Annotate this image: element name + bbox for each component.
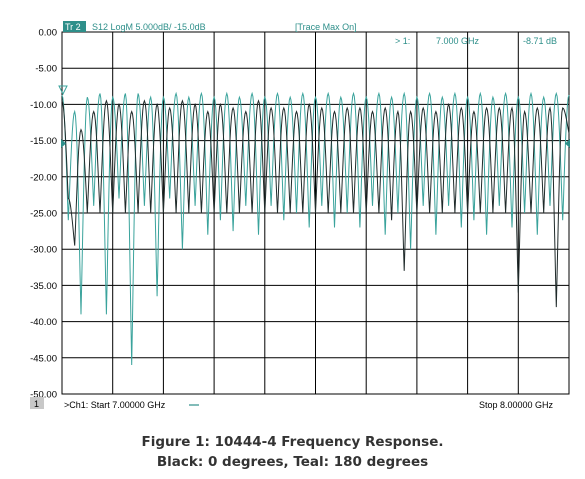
marker-1-triangle-icon[interactable] [58, 85, 68, 96]
y-tick-label: -45.00 [30, 353, 57, 364]
figure-caption-title: Figure 1: 10444-4 Frequency Response. [141, 434, 444, 450]
y-tick-label: -10.00 [30, 100, 57, 111]
trace-0-degrees-black [61, 99, 570, 308]
y-tick-label: -50.00 [30, 390, 57, 401]
channel-number-box [30, 397, 44, 409]
grid-lines [62, 32, 569, 394]
y-tick-label: -25.00 [30, 209, 57, 220]
reference-level-right-arrow-icon[interactable] [565, 139, 570, 148]
sweep-stop-label: Stop 8.00000 GHz [479, 400, 554, 410]
trace-max-indicator: [Trace Max On] [295, 22, 357, 32]
y-tick-label: 0.00 [39, 28, 58, 39]
sweep-start-label: >Ch1: Start 7.00000 GHz [64, 400, 166, 410]
channel-number[interactable]: 1 [34, 399, 39, 409]
y-axis-tick-labels: 0.00 -5.00 -10.00 -15.00 -20.00 -25.00 -30.00 -… [30, 28, 57, 401]
reference-level-left-arrow-icon[interactable] [61, 139, 66, 148]
trace-tag-background [63, 21, 86, 32]
y-tick-label: -30.00 [30, 245, 57, 256]
marker-label: > 1: [395, 36, 410, 46]
trace-180-degrees-teal [61, 91, 570, 366]
figure-caption-legend: Black: 0 degrees, Teal: 180 degrees [156, 454, 429, 470]
trace-description: S12 LogM 5.000dB/ -15.0dB [92, 22, 206, 32]
marker-value: -8.71 dB [523, 36, 557, 46]
y-tick-label: -40.00 [30, 317, 57, 328]
marker-frequency: 7.000 GHz [436, 36, 480, 46]
network-analyzer-plot: 0.00 -5.00 -10.00 -15.00 -20.00 -25.00 -30.00 -… [30, 21, 570, 410]
trace-tag[interactable]: Tr 2 [65, 22, 81, 32]
y-tick-label: -5.00 [35, 64, 57, 75]
y-tick-label: -15.00 [30, 136, 57, 147]
y-tick-label: -20.00 [30, 172, 57, 183]
y-tick-label: -35.00 [30, 281, 57, 292]
